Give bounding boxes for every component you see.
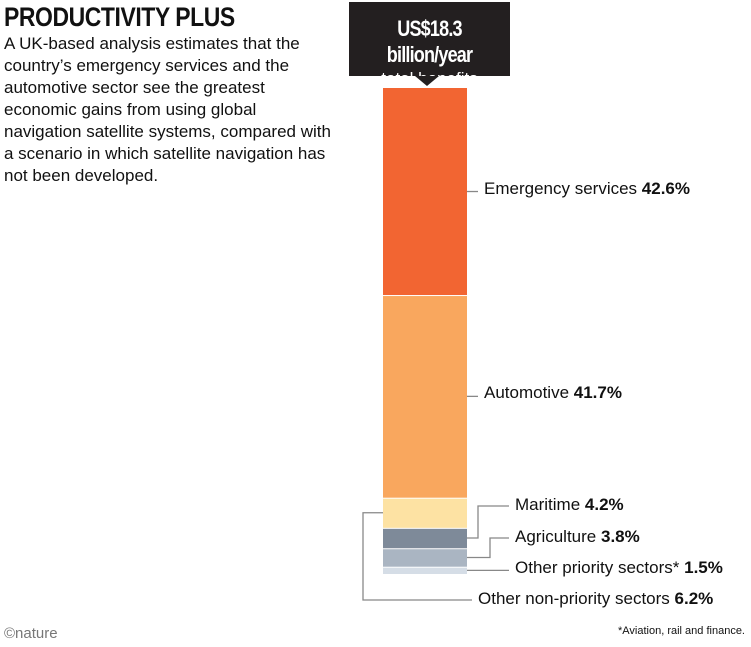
bar-segment-maritime	[383, 528, 467, 549]
total-callout: US$18.3 billion/year total benefits	[349, 2, 510, 88]
segment-value: 42.6%	[641, 179, 690, 198]
leader-line	[467, 505, 509, 539]
segment-name: Agriculture	[515, 527, 601, 546]
segment-label: Automotive 41.7%	[484, 383, 622, 403]
chart-title: PRODUCTIVITY PLUS	[4, 2, 235, 32]
total-value: US$18.3 billion/year	[386, 16, 473, 67]
footnote: *Aviation, rail and finance.	[618, 625, 745, 637]
segment-value: 1.5%	[684, 558, 723, 577]
segment-label: Agriculture 3.8%	[515, 527, 640, 547]
leader-line	[362, 512, 472, 601]
segment-name: Other priority sectors*	[515, 558, 685, 577]
segment-label: Other priority sectors* 1.5%	[515, 558, 723, 578]
nature-logo: ©nature	[4, 625, 58, 642]
segment-value: 3.8%	[600, 527, 640, 546]
segment-name: Other non-priority sectors	[478, 589, 675, 608]
segment-label: Other non-priority sectors 6.2%	[478, 589, 713, 609]
segment-name: Maritime	[515, 495, 585, 514]
bar-segment-automotive	[383, 296, 467, 498]
bar-segment-agriculture	[383, 549, 467, 567]
bar-segment-other-priority-sectors	[383, 567, 467, 574]
segment-name: Automotive	[484, 383, 574, 402]
leader-line	[467, 537, 509, 559]
bar-segment-emergency-services	[383, 88, 467, 296]
segment-value: 41.7%	[573, 383, 622, 402]
segment-value: 6.2%	[674, 589, 714, 608]
segment-label: Emergency services 42.6%	[484, 179, 690, 199]
segment-name: Emergency services	[484, 179, 642, 198]
segment-value: 4.2%	[584, 495, 624, 514]
bar-segment-other-non-priority-sectors	[383, 498, 467, 528]
chart-subtitle: A UK-based analysis estimates that the c…	[4, 34, 331, 185]
segment-label: Maritime 4.2%	[515, 495, 624, 515]
